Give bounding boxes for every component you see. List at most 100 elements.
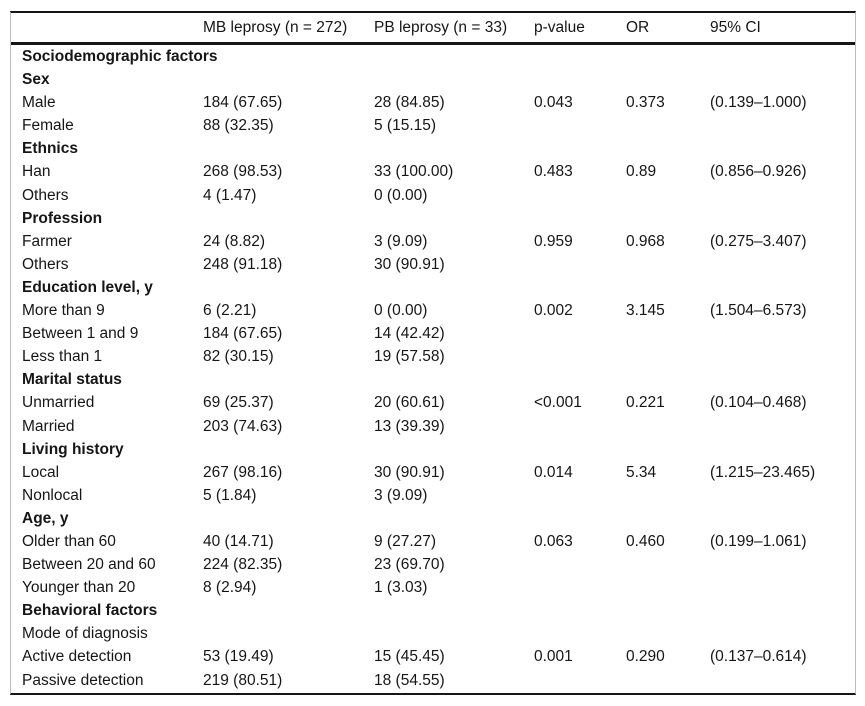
cell-mb-leprosy: 219 (80.51) [203,671,283,689]
cell-95ci [710,276,855,299]
table-row: Between 20 and 60 224 (82.35) 23 (69.70) [11,553,855,576]
table-row: More than 9 6 (2.21) 0 (0.00) 0.002 3.145 (1.… [11,299,855,322]
table-row: Active detection 53 (19.49) 15 (45.45) 0.00… [11,645,855,668]
column-header: OR [626,19,650,36]
cell-p-value [534,276,626,299]
cell-95ci: (1.504–6.573) [710,302,807,320]
row-label: Age, y [22,509,69,527]
cell-p-value [534,345,626,368]
cell-pb-leprosy [374,68,534,91]
cell-mb-leprosy: 82 (30.15) [203,348,274,366]
cell-p-value [534,114,626,137]
cell-or [626,45,710,68]
cell-pb-leprosy: 19 (57.58) [374,348,445,366]
cell-95ci [710,322,855,345]
cell-or [626,345,710,368]
cell-or [626,276,710,299]
row-label: Older than 60 [22,532,116,550]
cell-p-value [534,507,626,530]
cell-95ci: (0.856–0.926) [710,163,807,181]
cell-95ci [710,622,855,645]
cell-or [626,669,710,692]
cell-pb-leprosy: 14 (42.42) [374,325,445,343]
row-label: Farmer [22,232,72,250]
cell-mb-leprosy: 5 (1.84) [203,486,257,504]
cell-mb-leprosy: 69 (25.37) [203,394,274,412]
cell-pb-leprosy: 0 (0.00) [374,302,428,320]
row-label: Male [22,94,56,112]
cell-pb-leprosy: 1 (3.03) [374,579,428,597]
cell-pb-leprosy: 30 (90.91) [374,255,445,273]
row-label: Passive detection [22,671,144,689]
cell-or [626,599,710,622]
table-row: Farmer 24 (8.82) 3 (9.09) 0.959 0.968 (0.275–… [11,230,855,253]
row-label: Local [22,463,60,481]
cell-p-value [534,576,626,599]
table-row: Younger than 20 8 (2.94) 1 (3.03) [11,576,855,599]
cell-95ci [710,599,855,622]
cell-mb-leprosy: 24 (8.82) [203,232,266,250]
cell-mb-leprosy [203,45,374,68]
cell-p-value: <0.001 [534,394,582,412]
cell-or [626,415,710,438]
header-stub-cell [22,13,203,42]
cell-mb-leprosy: 184 (67.65) [203,94,283,112]
cell-mb-leprosy: 203 (74.63) [203,417,283,435]
cell-pb-leprosy: 9 (27.27) [374,532,437,550]
table-row: Others 248 (91.18) 30 (90.91) [11,253,855,276]
cell-pb-leprosy: 23 (69.70) [374,556,445,574]
cell-pb-leprosy [374,276,534,299]
cell-95ci [710,415,855,438]
cell-mb-leprosy: 4 (1.47) [203,186,257,204]
cell-or [626,368,710,391]
table-row: Profession [11,207,855,230]
row-label: Female [22,117,74,135]
cell-p-value [534,184,626,207]
row-label: Others [22,255,69,273]
cell-p-value [534,415,626,438]
cell-95ci: (1.215–23.465) [710,463,816,481]
cell-pb-leprosy [374,622,534,645]
cell-p-value [534,322,626,345]
cell-95ci: (0.199–1.061) [710,532,807,550]
row-label: Nonlocal [22,486,83,504]
cell-pb-leprosy [374,507,534,530]
cell-mb-leprosy: 268 (98.53) [203,163,283,181]
row-label: Between 20 and 60 [22,556,156,574]
cell-mb-leprosy: 8 (2.94) [203,579,257,597]
cell-95ci [710,114,855,137]
cell-p-value [534,368,626,391]
table-row: Unmarried 69 (25.37) 20 (60.61) <0.001 0.221… [11,391,855,414]
cell-pb-leprosy: 3 (9.09) [374,232,428,250]
cell-or [626,507,710,530]
table-row: Less than 1 82 (30.15) 19 (57.58) [11,345,855,368]
cell-mb-leprosy: 248 (91.18) [203,255,283,273]
cell-p-value: 0.014 [534,463,573,481]
cell-mb-leprosy: 267 (98.16) [203,463,283,481]
cell-95ci [710,576,855,599]
cell-or: 0.373 [626,94,665,112]
cell-95ci [710,137,855,160]
table-row: Male 184 (67.65) 28 (84.85) 0.043 0.373 (0.13… [11,91,855,114]
row-label: Married [22,417,75,435]
row-label: Han [22,163,51,181]
row-label: Sociodemographic factors [22,48,218,65]
cell-mb-leprosy [203,507,374,530]
cell-pb-leprosy: 15 (45.45) [374,648,445,666]
cell-or [626,484,710,507]
table-row: Han 268 (98.53) 33 (100.00) 0.483 0.89 (0.856… [11,160,855,183]
table-row: Older than 60 40 (14.71) 9 (27.27) 0.063 0.4… [11,530,855,553]
table-row: Passive detection 219 (80.51) 18 (54.55) [11,669,855,692]
cell-p-value: 0.002 [534,302,573,320]
cell-mb-leprosy [203,368,374,391]
cell-pb-leprosy: 5 (15.15) [374,117,437,135]
row-label: Mode of diagnosis [22,625,148,643]
cell-95ci [710,553,855,576]
cell-pb-leprosy: 30 (90.91) [374,463,445,481]
cell-pb-leprosy: 33 (100.00) [374,163,454,181]
column-header: p-value [534,19,585,36]
cell-or [626,438,710,461]
cell-pb-leprosy [374,137,534,160]
cell-or: 0.968 [626,232,665,250]
row-label: Unmarried [22,394,95,412]
